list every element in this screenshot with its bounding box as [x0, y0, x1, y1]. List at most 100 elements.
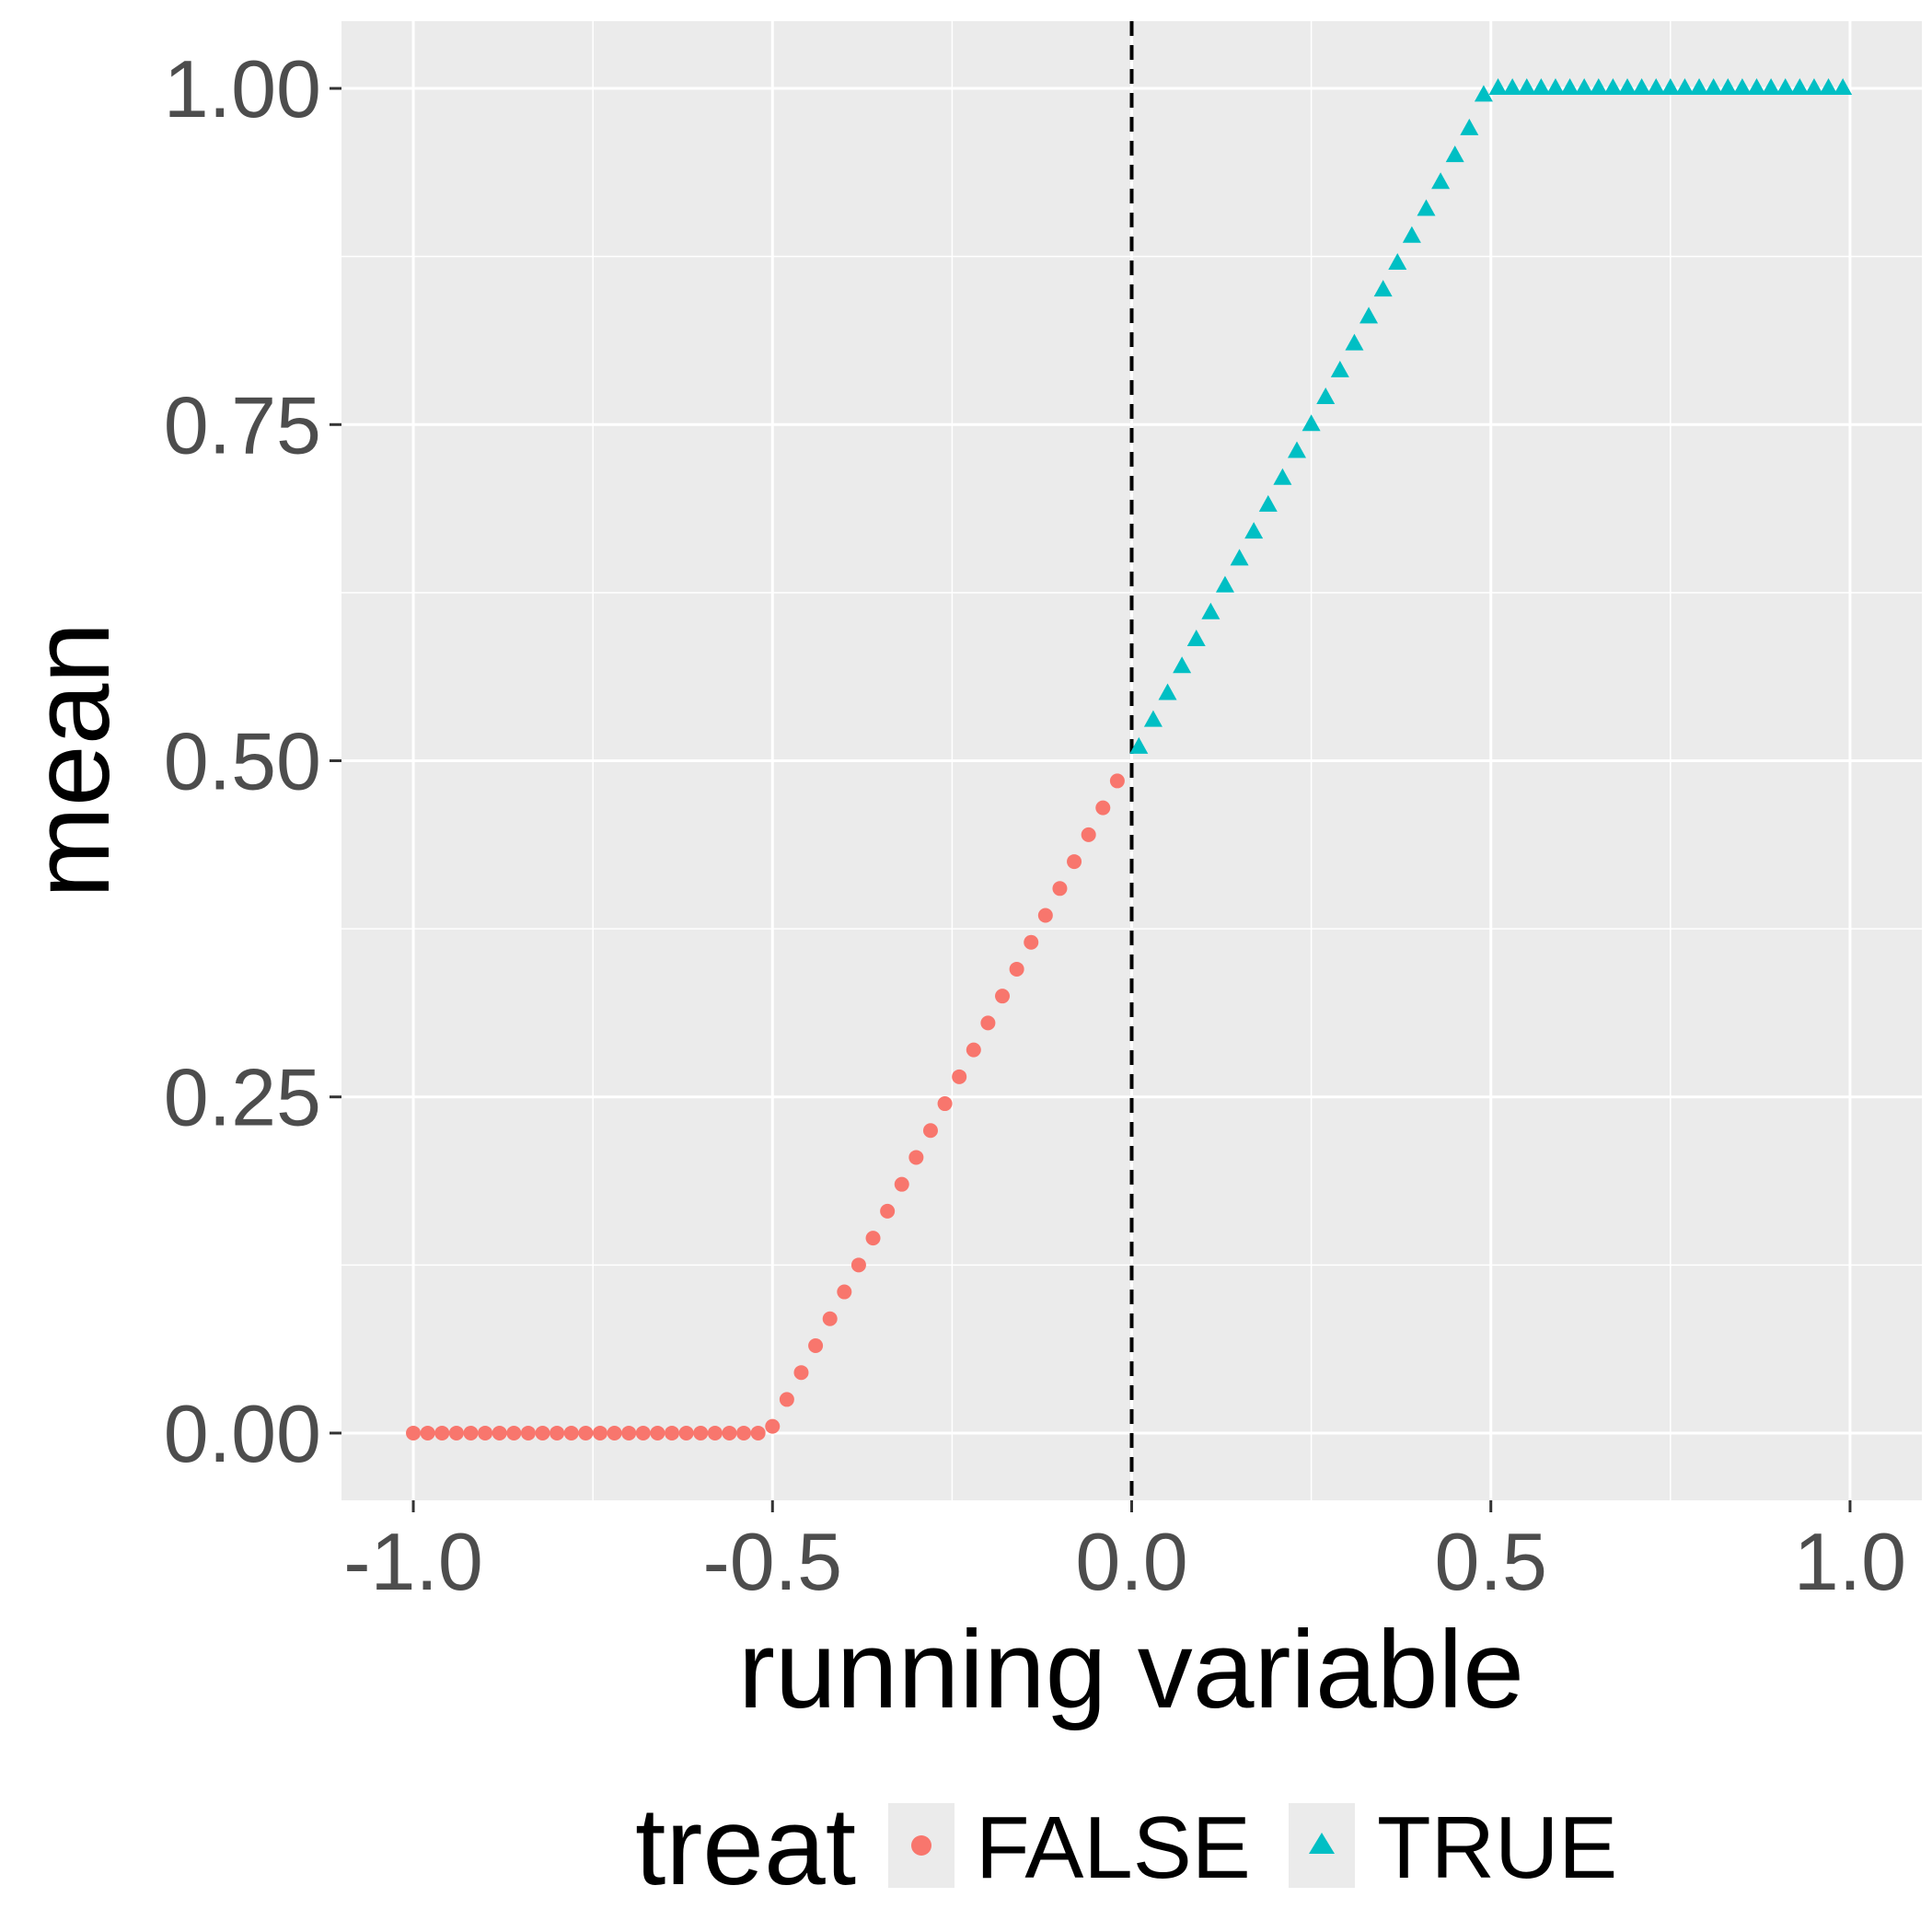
point-true — [1834, 78, 1853, 96]
point-false — [492, 1425, 507, 1440]
point-true — [1517, 78, 1536, 96]
point-true — [1359, 307, 1379, 324]
point-true — [1158, 683, 1177, 700]
point-true — [1474, 85, 1493, 102]
point-false — [880, 1203, 896, 1219]
point-false — [506, 1425, 522, 1440]
x-tick-label: -0.5 — [702, 1516, 842, 1607]
point-false — [592, 1425, 607, 1440]
point-true — [1445, 145, 1464, 163]
point-false — [837, 1284, 852, 1300]
point-false — [966, 1042, 981, 1058]
point-true — [1201, 602, 1221, 619]
x-tick-label: 0.5 — [1435, 1516, 1547, 1607]
point-false — [850, 1257, 866, 1273]
point-true — [1431, 172, 1451, 190]
point-true — [1560, 78, 1579, 96]
point-true — [1618, 78, 1637, 96]
point-true — [1373, 280, 1393, 297]
point-false — [550, 1425, 565, 1440]
point-true — [1776, 78, 1795, 96]
point-false — [908, 1150, 924, 1165]
x-tick-label: -1.0 — [343, 1516, 483, 1607]
point-true — [1330, 360, 1349, 377]
point-false — [707, 1425, 723, 1440]
point-true — [1345, 333, 1364, 351]
point-false — [1024, 934, 1039, 950]
point-true — [1301, 414, 1321, 432]
point-true — [1388, 252, 1407, 270]
point-false — [678, 1425, 694, 1440]
point-false — [563, 1425, 579, 1440]
point-false — [793, 1365, 809, 1381]
legend-marker-false — [911, 1835, 931, 1856]
point-true — [1603, 78, 1623, 96]
point-true — [1417, 199, 1436, 216]
point-false — [635, 1425, 651, 1440]
point-true — [1589, 78, 1608, 96]
y-tick-label: 0.75 — [164, 379, 321, 470]
point-true — [1532, 78, 1551, 96]
point-false — [665, 1425, 680, 1440]
point-true — [1690, 78, 1709, 96]
point-false — [607, 1425, 622, 1440]
point-false — [1037, 908, 1053, 923]
point-true — [1819, 78, 1838, 96]
point-true — [1273, 468, 1292, 485]
point-true — [1173, 656, 1192, 674]
point-true — [1804, 78, 1823, 96]
x-axis-title: running variable — [738, 1608, 1524, 1731]
point-false — [808, 1337, 824, 1353]
point-false — [448, 1425, 464, 1440]
point-true — [1230, 549, 1249, 566]
series-true — [1129, 78, 1853, 754]
point-false — [1067, 854, 1082, 870]
point-true — [1244, 522, 1264, 539]
point-false — [779, 1392, 794, 1407]
point-false — [1095, 800, 1111, 816]
y-tick-label: 0.50 — [164, 716, 321, 807]
point-false — [980, 1015, 996, 1031]
point-false — [722, 1425, 737, 1440]
point-true — [1316, 388, 1336, 405]
point-true — [1762, 78, 1781, 96]
point-false — [995, 989, 1011, 1004]
legend-label-true: TRUE — [1377, 1799, 1617, 1897]
point-false — [621, 1425, 637, 1440]
point-true — [1186, 630, 1206, 647]
point-true — [1143, 710, 1163, 727]
point-false — [420, 1425, 435, 1440]
point-true — [1460, 118, 1479, 135]
point-false — [865, 1231, 881, 1246]
point-true — [1660, 78, 1680, 96]
point-true — [1647, 78, 1666, 96]
point-false — [922, 1123, 938, 1139]
point-true — [1402, 226, 1421, 243]
point-true — [1718, 78, 1738, 96]
point-false — [650, 1425, 665, 1440]
legend-title: treat — [635, 1785, 856, 1908]
legend-marker-true — [1309, 1833, 1335, 1854]
point-false — [1109, 773, 1125, 789]
point-false — [478, 1425, 493, 1440]
point-true — [1732, 78, 1752, 96]
point-true — [1704, 78, 1723, 96]
point-false — [434, 1425, 450, 1440]
point-false — [1052, 881, 1068, 897]
point-true — [1545, 78, 1565, 96]
point-true — [1790, 78, 1810, 96]
point-false — [822, 1311, 838, 1326]
point-true — [1747, 78, 1766, 96]
legend: treat FALSE TRUE — [635, 1785, 1617, 1908]
point-false — [1009, 961, 1024, 977]
point-true — [1288, 441, 1307, 458]
point-true — [1129, 736, 1149, 754]
y-tick-label: 0.00 — [164, 1388, 321, 1479]
y-tick-label: 1.00 — [164, 43, 321, 134]
point-true — [1575, 78, 1594, 96]
point-true — [1503, 78, 1522, 96]
y-axis-tick-labels: 0.00 0.25 0.50 0.75 1.00 — [164, 43, 321, 1479]
point-false — [535, 1425, 550, 1440]
point-false — [894, 1176, 909, 1192]
point-false — [736, 1425, 752, 1440]
